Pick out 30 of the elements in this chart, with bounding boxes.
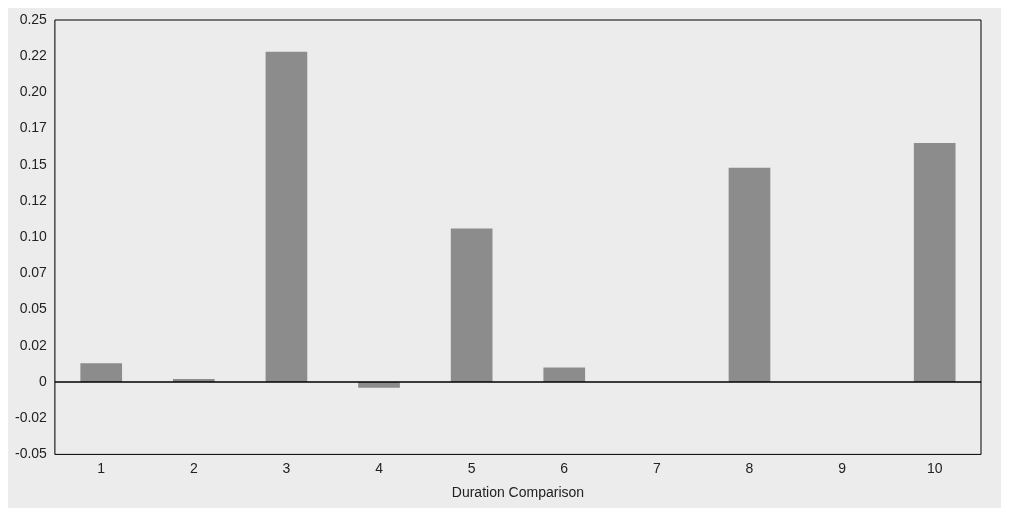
x-tick-label: 2	[189, 459, 198, 476]
x-tick-label: 6	[560, 459, 569, 476]
x-tick-label: 8	[745, 459, 754, 476]
y-tick-label: 0	[39, 372, 48, 389]
bar	[543, 367, 586, 382]
y-tick-label: 0.15	[19, 155, 48, 172]
bar	[450, 228, 493, 382]
y-tick-label: 0.05	[19, 300, 48, 317]
bar	[80, 363, 123, 382]
y-tick-label: 0.22	[19, 47, 48, 64]
y-tick-label: 0.17	[19, 119, 48, 136]
x-tick-label: 5	[467, 459, 476, 476]
y-tick-label: 0.02	[19, 336, 48, 353]
y-tick-label: 0.12	[19, 191, 48, 208]
x-tick-label: 7	[652, 459, 661, 476]
x-tick-label: 1	[97, 459, 106, 476]
y-tick-label: 0.25	[19, 10, 48, 27]
y-tick-label: -0.02	[14, 409, 48, 426]
bar	[265, 51, 308, 382]
y-tick-label: 0.07	[19, 264, 48, 281]
y-tick-label: -0.05	[14, 445, 48, 462]
y-tick-label: 0.10	[19, 228, 48, 245]
x-axis-title: Duration Comparison	[451, 484, 585, 501]
y-tick-label: 0.20	[19, 83, 48, 100]
bar	[728, 167, 771, 382]
x-tick-label: 10	[926, 459, 943, 476]
x-tick-label: 4	[375, 459, 384, 476]
x-tick-label: 9	[838, 459, 847, 476]
x-tick-label: 3	[282, 459, 291, 476]
bar	[913, 143, 956, 382]
